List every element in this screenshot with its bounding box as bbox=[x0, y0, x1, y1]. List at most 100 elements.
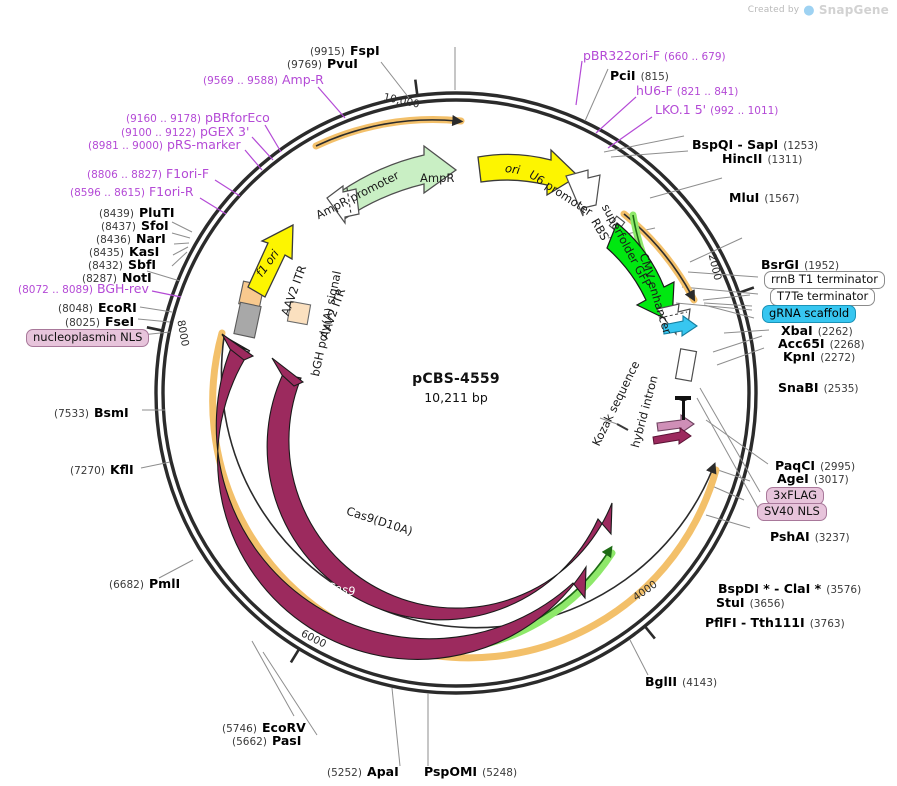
primer-pgex-3: (9100 .. 9122) pGEX 3' bbox=[121, 125, 249, 139]
feature-label-ampR: AmpR bbox=[420, 171, 455, 185]
enzyme-pciI-position: (815) bbox=[640, 71, 669, 83]
enzyme-bspQI-sapI-name: BspQI - SapI bbox=[692, 137, 779, 152]
enzyme-fseI: (8025) FseI bbox=[65, 313, 134, 329]
primer-pbrforeco-range: (9160 .. 9178) bbox=[126, 113, 201, 125]
enzyme-narI-name: NarI bbox=[136, 231, 166, 246]
enzyme-bsrGI: BsrGI (1952) bbox=[761, 256, 839, 272]
primer-leader-lines bbox=[151, 60, 653, 298]
primer-pbr322ori-f-range: (660 .. 679) bbox=[664, 51, 726, 63]
feature-arrow-ampR-promoter bbox=[326, 184, 360, 225]
primer-pbr322ori-f: pBR322ori-F (660 .. 679) bbox=[583, 48, 726, 63]
primer-lko1-5prime: LKO.1 5' (992 .. 1011) bbox=[655, 103, 778, 117]
enzyme-pasI-position: (5662) bbox=[232, 736, 267, 748]
enzyme-kasI-name: KasI bbox=[129, 244, 160, 259]
enzyme-kasI-position: (8435) bbox=[89, 247, 124, 259]
primer-f1ori-r-name: F1ori-R bbox=[148, 184, 194, 199]
enzyme-pspOMI-position: (5248) bbox=[482, 767, 518, 779]
primer-prs-marker-name: pRS-marker bbox=[166, 137, 241, 152]
callout-3xflag: 3xFLAG bbox=[766, 487, 824, 506]
enzyme-pmlI-position: (6682) bbox=[109, 579, 144, 591]
enzyme-paqCI-name: PaqCI bbox=[775, 458, 816, 473]
callout-nucleoplasmin-nls: nucleoplasmin NLS bbox=[26, 329, 150, 348]
created-by-label: Created by bbox=[747, 5, 800, 15]
enzyme-bsmI: (7533) BsmI bbox=[54, 404, 129, 420]
enzyme-ageI-position: (3017) bbox=[813, 474, 849, 486]
enzyme-narI: (8436) NarI bbox=[96, 230, 166, 246]
enzyme-bsmI-name: BsmI bbox=[94, 405, 129, 420]
snapgene-logo-icon: ● bbox=[803, 2, 815, 18]
callout-grna-scaffold: gRNA scaffold bbox=[762, 305, 857, 324]
plasmid-title-block: pCBS-4559 10,211 bp bbox=[356, 371, 556, 405]
enzyme-bglII-position: (4143) bbox=[682, 677, 718, 689]
feature-box-terminators bbox=[674, 348, 698, 382]
primer-bgh-rev-range: (8072 .. 8089) bbox=[18, 284, 93, 296]
feature-arrow-ori bbox=[477, 148, 580, 197]
primer-bgh-rev-name: BGH-rev bbox=[96, 281, 149, 296]
enzyme-kpnI: KpnI (2272) bbox=[783, 348, 855, 364]
enzyme-pvuI-name: PvuI bbox=[327, 56, 358, 71]
enzyme-pspOMI: PspOMI (5248) bbox=[424, 763, 517, 779]
feature-arrow-grna-scaffold bbox=[662, 314, 698, 338]
enzyme-bsmI-position: (7533) bbox=[54, 408, 89, 420]
enzyme-fspI-position: (9915) bbox=[310, 46, 345, 58]
enzyme-sbfI-position: (8432) bbox=[88, 260, 123, 272]
enzyme-ecoRV-position: (5746) bbox=[222, 723, 257, 735]
primer-amp-r: (9569 .. 9588) Amp-R bbox=[203, 73, 324, 87]
enzyme-apaI-position: (5252) bbox=[327, 767, 362, 779]
plasmid-name: pCBS-4559 bbox=[412, 371, 500, 387]
enzyme-ecoRV-name: EcoRV bbox=[262, 720, 306, 735]
enzyme-pmlI-name: PmlI bbox=[149, 576, 181, 591]
enzyme-acc65I: Acc65I (2268) bbox=[778, 335, 865, 351]
enzyme-sfoI-position: (8437) bbox=[101, 221, 136, 233]
callout-rrnb-t1-terminator: rrnB T1 terminator bbox=[764, 271, 885, 290]
enzyme-kasI: (8435) KasI bbox=[89, 243, 159, 259]
feature-hybrid-intron bbox=[652, 396, 695, 445]
enzyme-paqCI-position: (2995) bbox=[820, 461, 856, 473]
enzyme-stuI-position: (3656) bbox=[749, 598, 785, 610]
enzyme-hincII: HincII (1311) bbox=[722, 150, 802, 166]
enzyme-bspQI-sapI-position: (1253) bbox=[783, 140, 819, 152]
enzyme-ecoRI-position: (8048) bbox=[58, 303, 93, 315]
feature-arc-cas9 bbox=[266, 357, 613, 621]
enzyme-mluI-name: MluI bbox=[729, 190, 760, 205]
primer-f1ori-f: (8806 .. 8827) F1ori-F bbox=[87, 166, 210, 181]
enzyme-pflFI-tth111I-name: PflFI - Tth111I bbox=[705, 615, 805, 630]
enzyme-kpnI-position: (2272) bbox=[820, 352, 856, 364]
enzyme-acc65I-name: Acc65I bbox=[778, 336, 825, 351]
primer-amp-r-range: (9569 .. 9588) bbox=[203, 75, 278, 87]
enzyme-ecoRV: (5746) EcoRV bbox=[222, 719, 306, 735]
enzyme-kflI-name: KflI bbox=[110, 462, 134, 477]
enzyme-paqCI: PaqCI (2995) bbox=[775, 457, 855, 473]
callout-t7te-terminator: T7Te terminator bbox=[770, 288, 876, 307]
primer-f1ori-r-range: (8596 .. 8615) bbox=[70, 187, 145, 199]
enzyme-sfoI-name: SfoI bbox=[141, 218, 169, 233]
feature-arrow-ampR bbox=[339, 144, 458, 220]
enzyme-acc65I-position: (2268) bbox=[829, 339, 865, 351]
enzyme-xbaI: XbaI (2262) bbox=[781, 322, 853, 338]
enzyme-plutI-name: PluTI bbox=[139, 205, 175, 220]
enzyme-plutI: (8439) PluTI bbox=[99, 204, 175, 220]
enzyme-fspI-name: FspI bbox=[350, 43, 380, 58]
enzyme-pflFI-tth111I: PflFI - Tth111I (3763) bbox=[705, 614, 845, 630]
enzyme-sbfI: (8432) SbfI bbox=[88, 256, 156, 272]
enzyme-bglII-name: BglII bbox=[645, 674, 678, 689]
primer-f1ori-f-name: F1ori-F bbox=[165, 166, 210, 181]
enzyme-leader-lines bbox=[121, 47, 770, 767]
enzyme-kflI: (7270) KflI bbox=[70, 461, 134, 477]
enzyme-pspOMI-name: PspOMI bbox=[424, 764, 478, 779]
enzyme-narI-position: (8436) bbox=[96, 234, 131, 246]
enzyme-sbfI-name: SbfI bbox=[128, 257, 157, 272]
feature-arrow-cmv-enhancer bbox=[655, 303, 691, 336]
enzyme-kflI-position: (7270) bbox=[70, 465, 105, 477]
plasmid-length: 10,211 bp bbox=[424, 390, 488, 405]
enzyme-bspQI-sapI: BspQI - SapI (1253) bbox=[692, 136, 818, 152]
primer-bgh-rev: (8072 .. 8089) BGH-rev bbox=[18, 281, 149, 296]
enzyme-ecoRI-name: EcoRI bbox=[98, 300, 137, 315]
enzyme-pciI: PciI (815) bbox=[610, 67, 669, 83]
primer-pbr322ori-f-name: pBR322ori-F bbox=[583, 48, 661, 63]
enzyme-notI-position: (8287) bbox=[82, 273, 117, 285]
enzyme-stuI: StuI (3656) bbox=[716, 594, 785, 610]
feature-arrow-f1-ori bbox=[247, 223, 294, 298]
